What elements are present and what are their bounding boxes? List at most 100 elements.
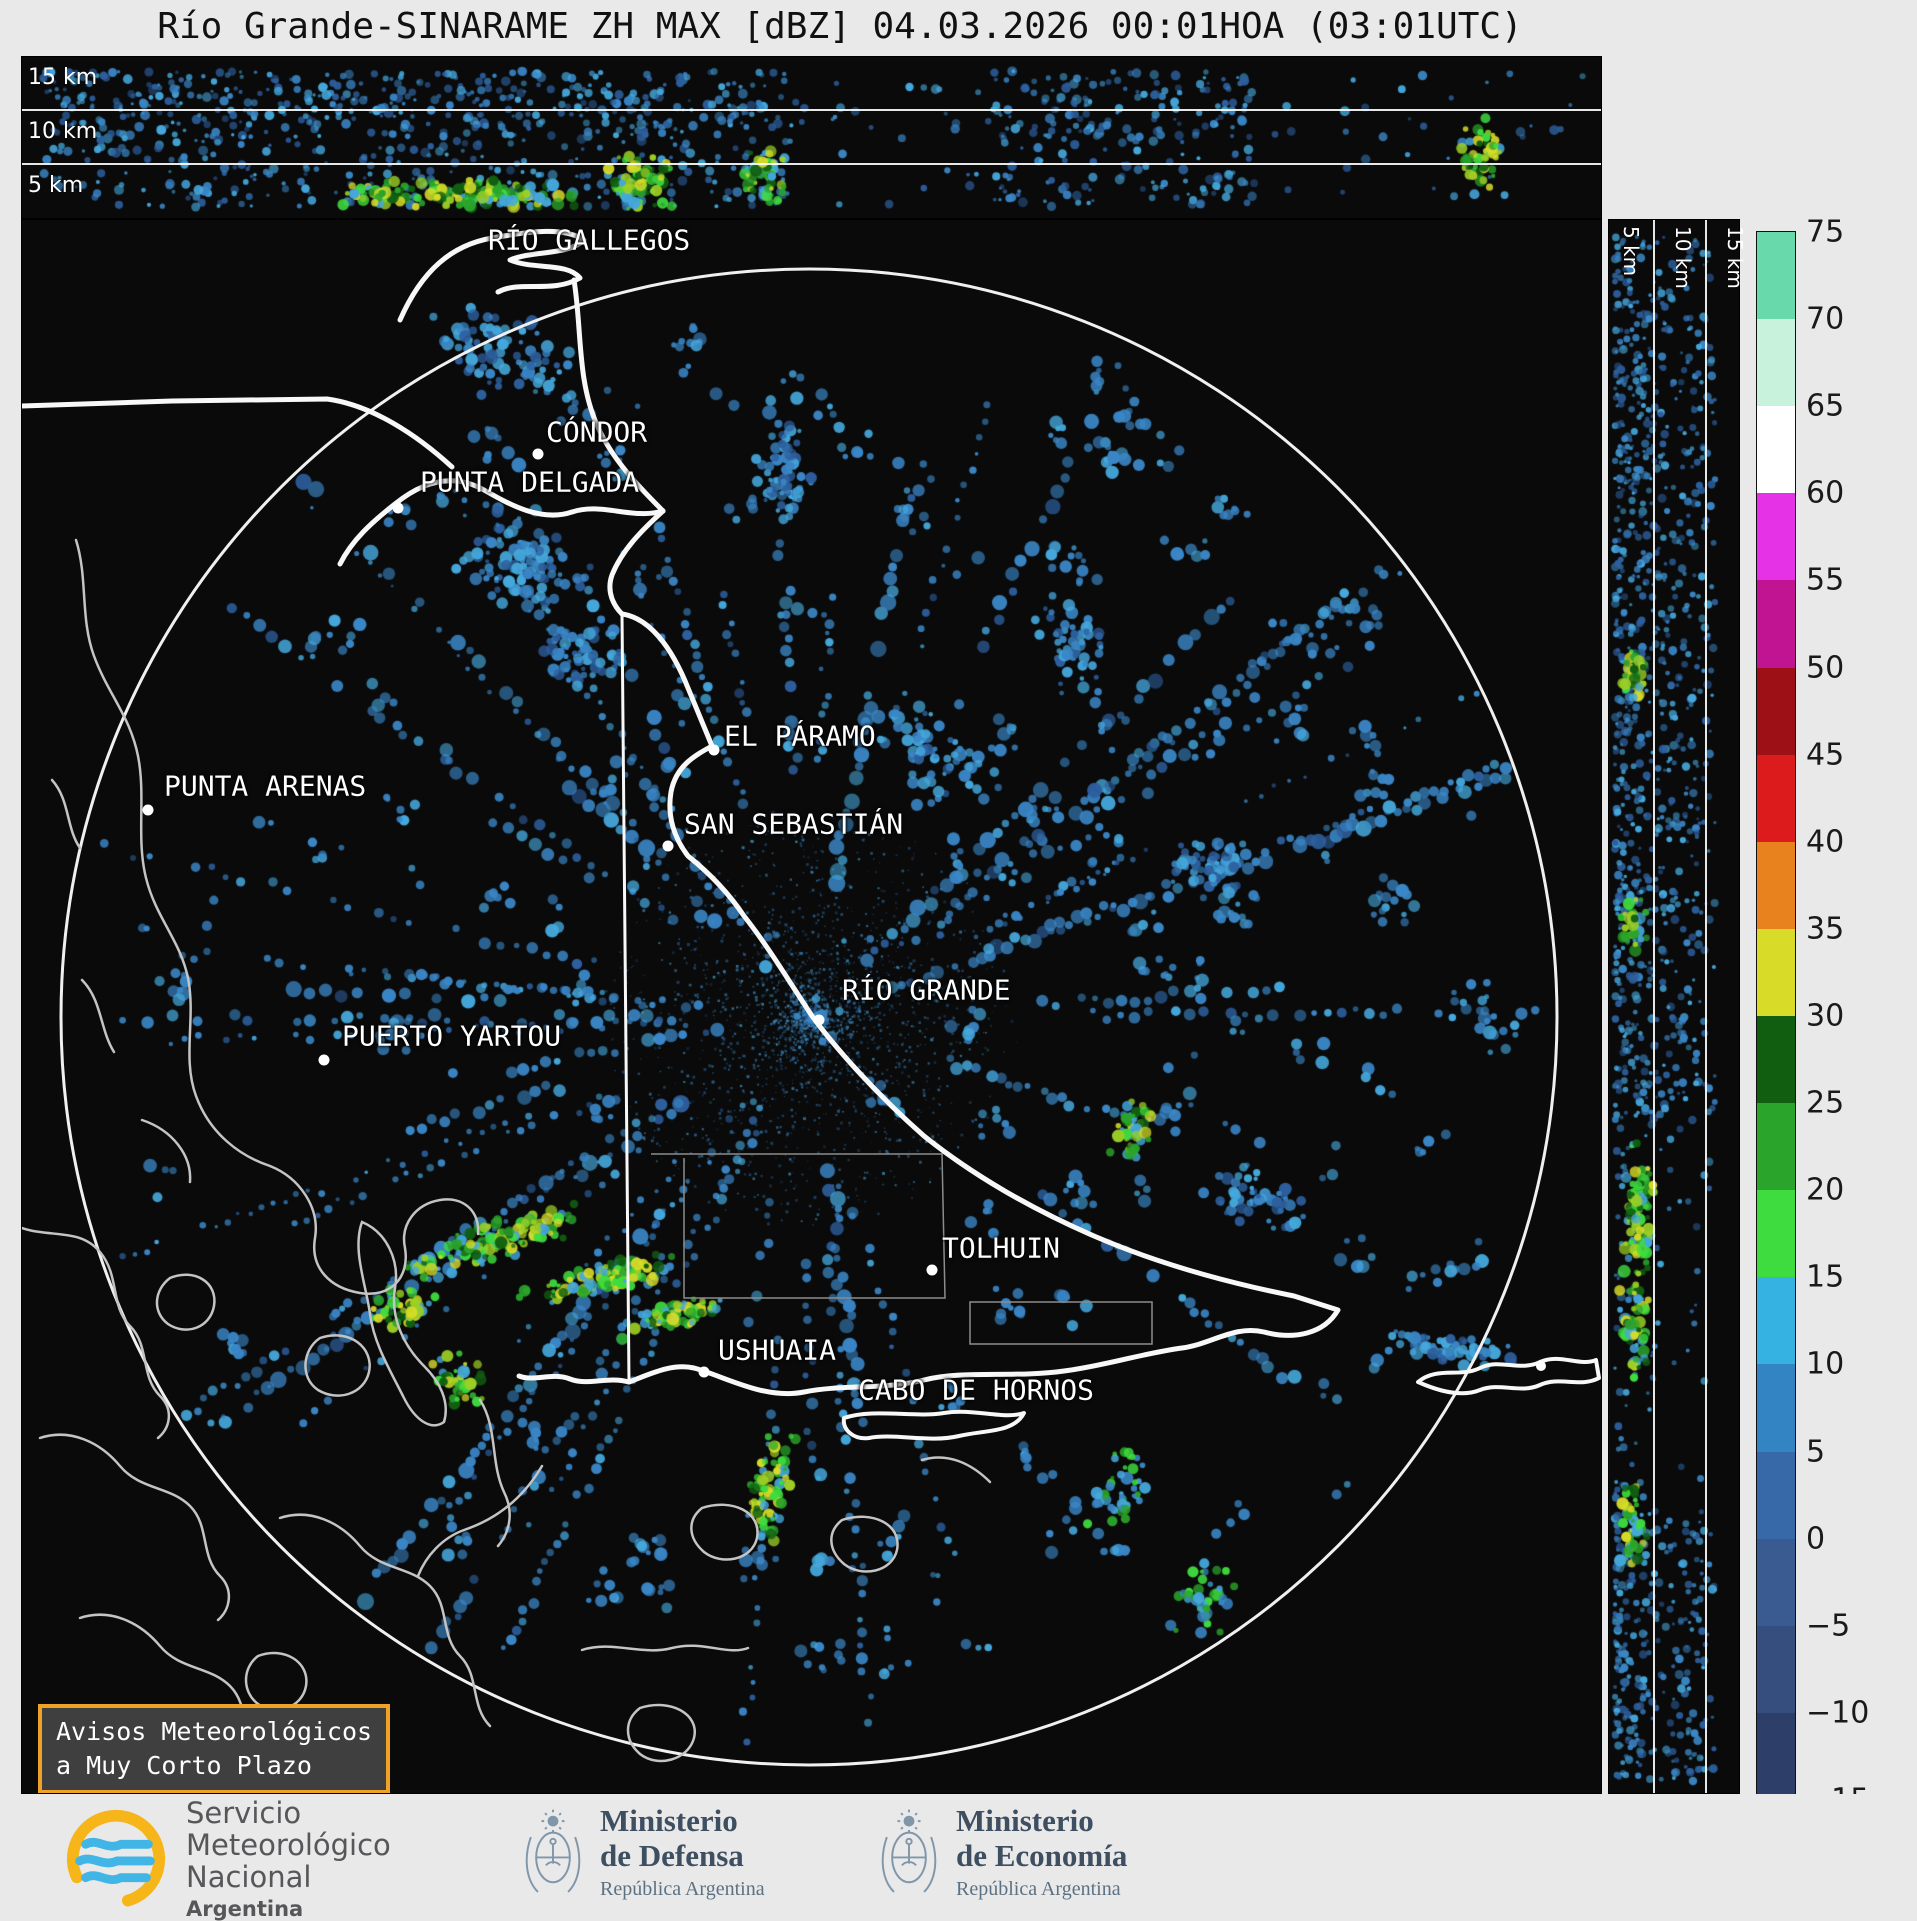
top-profile-echo-canvas	[22, 57, 1601, 218]
height-level-line	[1653, 220, 1655, 1793]
footer: Servicio Meteorológico Nacional Argentin…	[0, 1794, 1917, 1921]
height-label: 5 km	[1619, 226, 1643, 277]
colorbar-tick-label: 55	[1806, 562, 1845, 598]
place-label: RÍO GRANDE	[842, 973, 1011, 1007]
place-label: PUERTO YARTOU	[342, 1019, 562, 1053]
smn-line2: Meteorológico	[186, 1827, 391, 1862]
height-level-line	[1705, 220, 1707, 1793]
colorbar-segment	[1757, 754, 1795, 842]
warning-line1: Avisos Meteorológicos	[56, 1717, 373, 1746]
title-bar: Río Grande-SINARAME ZH MAX [dBZ] 04.03.2…	[157, 6, 1523, 47]
ministry-subtitle: República Argentina	[600, 1878, 765, 1901]
colorbar-segment	[1757, 1712, 1795, 1800]
main-radar-panel: RÍO GALLEGOS CÓNDOR PUNTA DELGADA EL PÁRAMO…	[21, 219, 1602, 1794]
top-profile-panel: 15 km 10 km 5 km	[21, 56, 1602, 219]
place-dot	[926, 1264, 938, 1276]
island-dot	[1536, 1361, 1546, 1371]
smn-logo-block: Servicio Meteorológico Nacional Argentin…	[62, 1796, 391, 1921]
height-level-line	[22, 109, 1601, 111]
colorbar-tick-label: 15	[1806, 1259, 1845, 1295]
colorbar-tick-label: 60	[1806, 475, 1845, 511]
colorbar-segment	[1757, 493, 1795, 581]
colorbar-segment	[1757, 928, 1795, 1016]
ministry-economia-block: Ministerio de Economía República Argenti…	[878, 1803, 1128, 1901]
colorbar-tick-label: 20	[1806, 1172, 1845, 1208]
place-dot	[142, 804, 154, 816]
ministry-defensa-wordmark: Ministerio de Defensa República Argentin…	[600, 1803, 765, 1901]
right-profile-echo-canvas	[1609, 220, 1739, 1793]
map-overlay-svg	[22, 229, 1601, 1767]
place-dot	[662, 840, 674, 852]
ministry-crest-icon	[881, 1809, 937, 1893]
warning-line2: a Muy Corto Plazo	[56, 1750, 312, 1780]
height-level-line	[22, 163, 1601, 165]
place-dot	[318, 1054, 330, 1066]
place-label: RÍO GALLEGOS	[488, 223, 691, 257]
smn-line1: Servicio	[186, 1796, 302, 1830]
colorbar-segment	[1757, 1015, 1795, 1104]
smn-wordmark: Servicio Meteorológico Nacional Argentin…	[186, 1796, 391, 1921]
place-label: PUNTA DELGADA	[420, 465, 640, 499]
colorbar-segment	[1757, 319, 1795, 407]
colorbar-tick-label: −10	[1806, 1695, 1870, 1731]
ministry-line1: Ministerio	[600, 1803, 738, 1838]
place-label: TOLHUIN	[942, 1231, 1061, 1265]
colorbar-segment	[1757, 667, 1795, 755]
place-dot	[813, 1014, 825, 1026]
colorbar-tick-label: 75	[1806, 214, 1845, 250]
place-label: EL PÁRAMO	[724, 719, 876, 753]
colorbar-segment	[1757, 1538, 1795, 1626]
coastline-primary	[22, 229, 1601, 1441]
place-label: CÓNDOR	[546, 415, 648, 449]
height-label: 5 km	[28, 173, 84, 198]
ministry-crest-icon	[525, 1809, 581, 1893]
ministry-subtitle: República Argentina	[956, 1878, 1121, 1901]
colorbar-tick-label: 35	[1806, 911, 1845, 947]
colorbar-segment	[1757, 406, 1795, 494]
boundary-lines	[651, 1153, 1153, 1345]
colorbar-tick-label: 50	[1806, 650, 1845, 686]
border-line	[620, 613, 631, 1383]
colorbar-tick-label: 30	[1806, 998, 1845, 1034]
ministry-line1: Ministerio	[956, 1803, 1094, 1838]
colorbar-segment	[1757, 1103, 1795, 1191]
ministry-economia-wordmark: Ministerio de Economía República Argenti…	[956, 1803, 1128, 1901]
height-label: 10 km	[28, 119, 98, 144]
ministry-line2: de Defensa	[600, 1837, 744, 1873]
colorbar-tick-label: 70	[1806, 301, 1845, 337]
range-ring	[59, 267, 1559, 1767]
colorbar-segment	[1757, 1190, 1795, 1278]
colorbar-segment	[1757, 1451, 1795, 1539]
warning-box: Avisos Meteorológicos a Muy Corto Plazo	[38, 1704, 391, 1793]
colorbar-segment	[1757, 841, 1795, 929]
ministry-line2: de Economía	[956, 1837, 1128, 1873]
height-label: 10 km	[1671, 226, 1695, 289]
colorbar-tick-label: 25	[1806, 1085, 1845, 1121]
colorbar-tick-label: −5	[1806, 1608, 1851, 1644]
place-label: CABO DE HORNOS	[858, 1373, 1095, 1407]
place-label: SAN SEBASTIÁN	[684, 807, 904, 841]
height-label: 15 km	[1723, 226, 1747, 289]
place-label: PUNTA ARENAS	[164, 769, 367, 803]
place-dot	[532, 448, 544, 460]
place-dot	[708, 744, 720, 756]
place-dot	[698, 1366, 710, 1378]
colorbar-tick-label: 5	[1806, 1434, 1826, 1470]
colorbar	[1756, 231, 1796, 1801]
smn-line3: Nacional	[186, 1859, 312, 1894]
colorbar-tick-label: 45	[1806, 737, 1845, 773]
colorbar-segment	[1757, 1277, 1795, 1365]
right-profile-panel: 5 km 10 km 15 km	[1608, 219, 1747, 1794]
place-dot	[392, 502, 404, 514]
colorbar-segment	[1757, 232, 1795, 320]
smn-logo-icon	[66, 1810, 166, 1909]
colorbar-tick-label: 10	[1806, 1346, 1845, 1382]
colorbar-tick-label: 0	[1806, 1521, 1826, 1557]
colorbar-tick-label: 40	[1806, 824, 1845, 860]
height-label: 15 km	[28, 65, 98, 90]
ministry-defensa-block: Ministerio de Defensa República Argentin…	[522, 1803, 765, 1901]
place-label: USHUAIA	[718, 1333, 837, 1367]
colorbar-segment	[1757, 1364, 1795, 1452]
colorbar-segment	[1757, 1625, 1795, 1713]
